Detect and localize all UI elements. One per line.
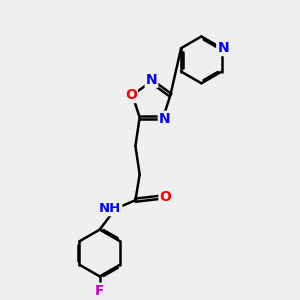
- Text: O: O: [125, 88, 137, 102]
- Text: O: O: [159, 190, 171, 204]
- Text: N: N: [146, 73, 157, 87]
- Text: N: N: [217, 41, 229, 55]
- Text: F: F: [95, 284, 104, 298]
- Text: NH: NH: [99, 202, 122, 215]
- Text: N: N: [159, 112, 170, 126]
